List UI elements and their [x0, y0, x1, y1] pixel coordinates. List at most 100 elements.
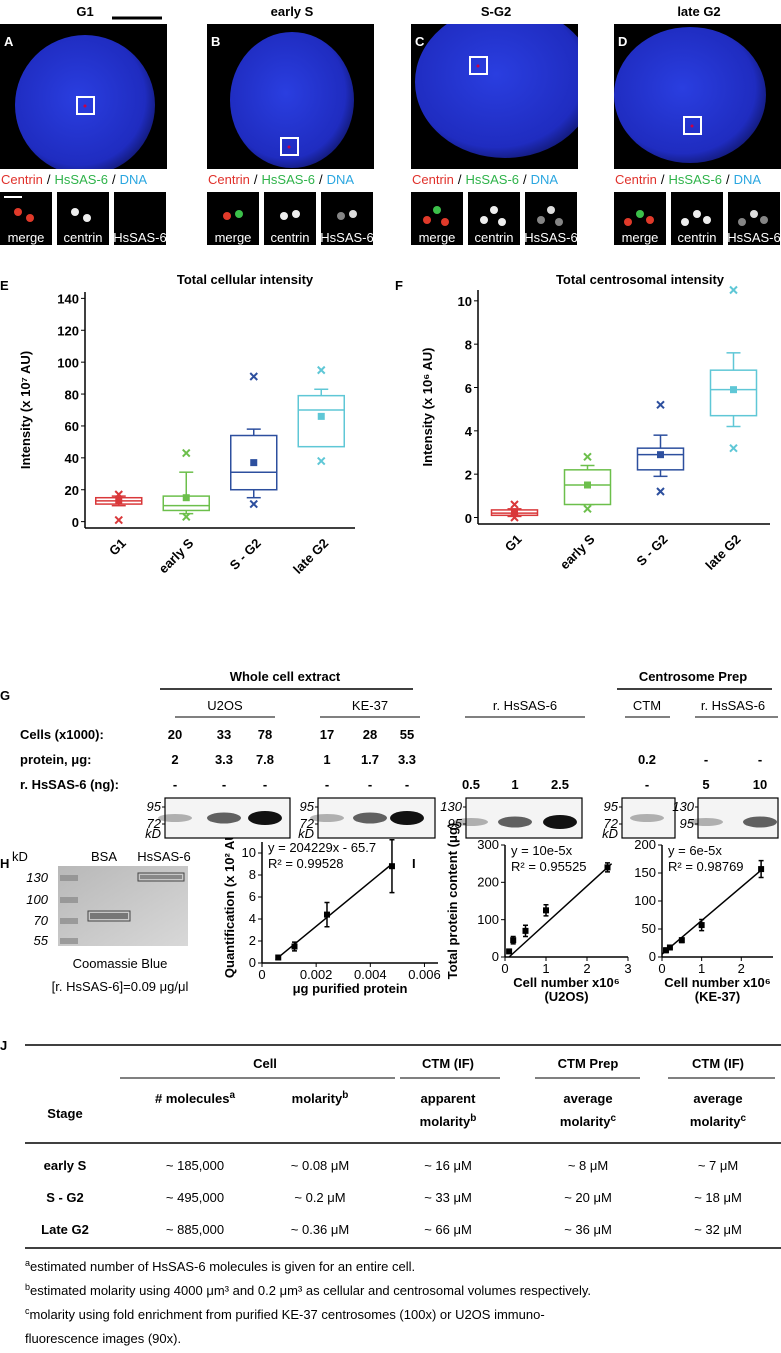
- footnote-text: estimated number of HsSAS-6 molecules is…: [30, 1259, 415, 1274]
- stain-label: Centrin: [208, 172, 250, 187]
- footnote-mark: c: [25, 1306, 30, 1316]
- y-axis-label: Intensity (x 10⁶ AU): [420, 348, 435, 467]
- inset-spot: [636, 210, 644, 218]
- inset-spot: [703, 216, 711, 224]
- chart-title: Total centrosomal intensity: [556, 272, 725, 287]
- y-tick-label: 100: [57, 355, 79, 370]
- table-cell: ~ 885,000: [166, 1222, 224, 1237]
- point: [506, 948, 513, 955]
- nucleus: [230, 32, 354, 168]
- column-header: average: [563, 1091, 612, 1106]
- extreme: [729, 285, 738, 295]
- marker-label: 72: [604, 816, 619, 831]
- cell-value: 28: [363, 727, 377, 742]
- band: [454, 818, 488, 826]
- separator: /: [47, 172, 51, 187]
- cell-value: 78: [258, 727, 272, 742]
- inset-spot: [337, 212, 345, 220]
- inset-label: merge: [8, 230, 45, 245]
- y-tick-label: 4: [465, 424, 473, 439]
- marker-label: 100: [26, 892, 48, 907]
- band: [248, 811, 282, 825]
- inset-spot: [555, 218, 563, 226]
- y-tick-label: 140: [57, 292, 79, 307]
- y-tick-label: 20: [65, 483, 79, 498]
- marker-label: 70: [34, 913, 49, 928]
- y-tick-label: 100: [634, 893, 656, 908]
- band: [743, 816, 777, 828]
- extreme: [249, 372, 258, 381]
- extreme: [182, 512, 191, 522]
- inset-spot: [498, 218, 506, 226]
- roi-box: [683, 116, 702, 135]
- band: [689, 818, 723, 826]
- stain-legend: Centrin / HsSAS-6 / DNA: [1, 172, 147, 187]
- group-header: CTM (IF): [422, 1056, 474, 1071]
- inset-spot: [26, 214, 34, 222]
- footnote-mark: a: [229, 1090, 235, 1101]
- x-tick-label: S - G2: [227, 536, 264, 573]
- band: [158, 814, 192, 822]
- panel-title: S-G2: [481, 4, 511, 19]
- group-label: U2OS: [207, 698, 243, 713]
- equation: y = 10e-5x: [511, 843, 573, 858]
- bsa-band: [87, 910, 131, 922]
- panel-letter: A: [4, 34, 14, 49]
- footnote: aestimated number of HsSAS-6 molecules i…: [25, 1258, 415, 1274]
- marker-label: 130: [440, 799, 462, 814]
- panel-letter: J: [0, 1038, 7, 1053]
- fit-line: [508, 863, 613, 958]
- table-cell: ~ 185,000: [166, 1158, 224, 1173]
- column-header: average: [693, 1091, 742, 1106]
- cell-value: 55: [400, 727, 414, 742]
- x-tick-label: S - G2: [633, 532, 670, 569]
- inset-label: merge: [419, 230, 456, 245]
- y-tick-label: 120: [57, 324, 79, 339]
- chart-title: Total cellular intensity: [177, 272, 314, 287]
- column-header: molarityb: [292, 1090, 349, 1107]
- point: [666, 944, 673, 951]
- nucleus: [15, 35, 155, 169]
- stain-label: DNA: [531, 172, 559, 187]
- mean: [511, 509, 518, 517]
- table-cell: ~ 8 μM: [568, 1158, 608, 1173]
- y-tick-label: 6: [249, 889, 256, 904]
- inset-spot: [223, 212, 231, 220]
- cell-value: 17: [320, 727, 334, 742]
- stain-legend: Centrin / HsSAS-6 / DNA: [615, 172, 761, 187]
- marker-label: 95: [448, 816, 463, 831]
- gel-caption: Coomassie Blue: [73, 956, 168, 971]
- extreme: [249, 499, 258, 509]
- inset-label: HsSAS-6: [524, 230, 577, 245]
- separator: /: [661, 172, 665, 187]
- roi-box: [76, 96, 95, 115]
- x-axis-label: μg purified protein: [293, 981, 408, 996]
- point: [662, 947, 669, 954]
- table-cell: ~ 0.36 μM: [291, 1222, 349, 1237]
- inset-spot: [441, 218, 449, 226]
- fit-line: [661, 869, 762, 955]
- row-label: Cells (x1000):: [20, 727, 104, 742]
- column-header: # moleculesa: [155, 1090, 235, 1107]
- inset-spot: [433, 206, 441, 214]
- inset-spot: [693, 210, 701, 218]
- footnote-mark: b: [342, 1090, 348, 1101]
- inset: [411, 192, 463, 245]
- separator: /: [319, 172, 323, 187]
- table-cell: ~ 0.2 μM: [294, 1190, 345, 1205]
- inset-label: centrin: [474, 230, 513, 245]
- cell-value: 1: [511, 777, 518, 792]
- footnote: fluorescence images (90x).: [25, 1331, 181, 1346]
- y-tick-label: 0: [465, 511, 472, 526]
- centrosome: [287, 145, 291, 149]
- inset: [0, 192, 52, 245]
- group-label: r. HsSAS-6: [493, 698, 557, 713]
- inset-label: centrin: [677, 230, 716, 245]
- y-axis-label: Total protein content (μg): [445, 823, 460, 979]
- x-tick-label: early S: [557, 531, 598, 572]
- stain-label: HsSAS-6: [55, 172, 108, 187]
- band: [310, 814, 344, 822]
- footnote-mark: c: [741, 1113, 747, 1124]
- inset-spot: [490, 206, 498, 214]
